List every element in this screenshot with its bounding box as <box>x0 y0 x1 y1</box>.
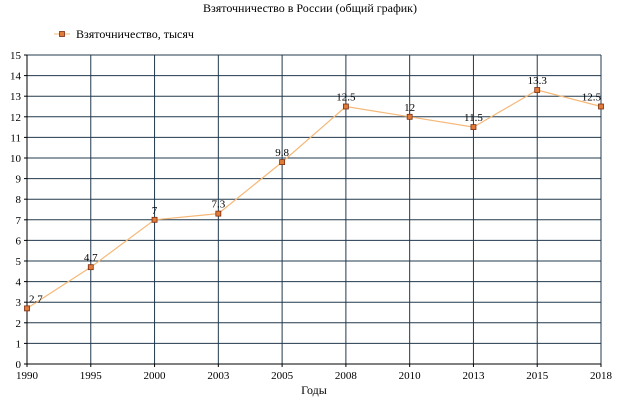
x-tick-label: 2008 <box>335 370 358 382</box>
legend-label: Взяточничество, тысяч <box>76 27 194 41</box>
data-point <box>24 305 30 312</box>
legend-marker <box>59 31 65 37</box>
data-point <box>534 87 541 93</box>
legend: Взяточничество, тысяч <box>54 27 194 41</box>
data-point <box>406 113 413 120</box>
y-tick-label: 14 <box>10 71 22 83</box>
x-tick-label: 2013 <box>462 370 485 382</box>
data-point <box>279 159 286 166</box>
data-label: 4.7 <box>84 252 98 264</box>
series-line <box>26 89 602 309</box>
y-tick-label: 0 <box>16 359 22 371</box>
x-tick-label: 2005 <box>271 370 294 382</box>
data-label: 12.5 <box>582 92 602 104</box>
data-label: 7 <box>152 205 158 217</box>
y-tick-label: 10 <box>10 153 22 165</box>
x-tick-label: 2015 <box>526 370 549 382</box>
markers <box>24 87 604 312</box>
y-tick-label: 12 <box>10 112 21 124</box>
axes <box>24 54 602 367</box>
data-label: 11.5 <box>464 112 483 124</box>
data-point <box>598 103 604 110</box>
data-label: 13.3 <box>528 75 548 87</box>
x-tick-label: 2000 <box>144 370 167 382</box>
data-label: 7.3 <box>211 199 225 211</box>
y-tick-label: 6 <box>16 235 22 247</box>
y-tick-label: 7 <box>16 215 22 227</box>
data-point <box>342 103 349 110</box>
chart-title: Взяточничество в России (общий график) <box>203 1 417 15</box>
y-tick-label: 13 <box>10 91 22 103</box>
grid <box>27 54 602 364</box>
data-labels: 2.7 4.7 7 7.3 9.8 12.5 12 11.5 13.3 12.5 <box>29 75 602 305</box>
y-tick-label: 11 <box>10 132 21 144</box>
y-tick-label: 15 <box>10 50 22 62</box>
x-tick-label: 2010 <box>399 370 422 382</box>
data-label: 2.7 <box>29 293 43 305</box>
y-tick-label: 8 <box>16 194 22 206</box>
x-tick-label: 2018 <box>590 370 613 382</box>
data-label: 12 <box>404 102 415 114</box>
data-point <box>470 124 477 130</box>
data-point <box>151 216 158 223</box>
y-tick-label: 4 <box>16 277 22 289</box>
x-axis-title: Годы <box>301 383 327 397</box>
x-tick-label: 1995 <box>80 370 103 382</box>
series <box>26 89 602 309</box>
data-point <box>215 210 222 217</box>
data-label: 12.5 <box>336 92 356 104</box>
y-tick-label: 9 <box>16 174 22 186</box>
y-tick-label: 5 <box>16 256 22 268</box>
data-point <box>87 264 94 271</box>
data-label: 9.8 <box>275 147 289 159</box>
x-tick-labels: 1990 1995 2000 2003 2005 2008 2010 2013 2015 2018 <box>16 370 613 382</box>
x-tick-label: 1990 <box>16 370 39 382</box>
y-tick-label: 1 <box>16 338 22 350</box>
y-tick-label: 3 <box>16 297 22 309</box>
y-tick-label: 2 <box>16 318 22 330</box>
x-tick-label: 2003 <box>207 370 230 382</box>
